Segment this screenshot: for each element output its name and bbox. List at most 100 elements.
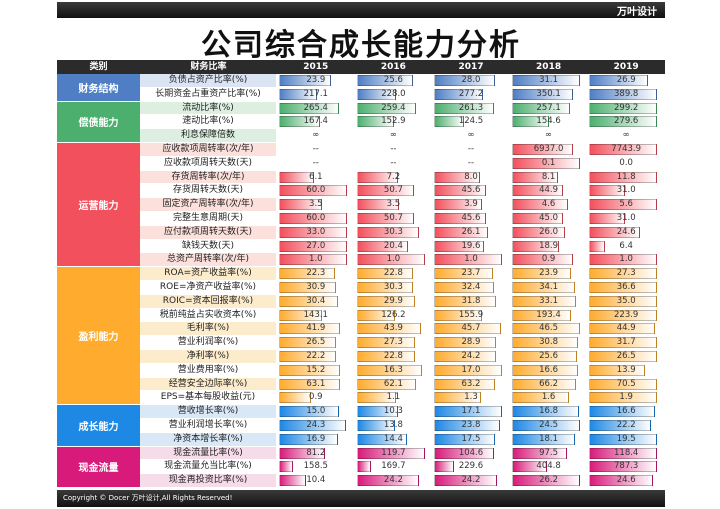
value-cell: 104.6 xyxy=(432,447,510,460)
data-bar xyxy=(356,199,400,211)
data-bar xyxy=(511,378,576,390)
header-year: 2019 xyxy=(613,62,639,72)
ratio-label: 营业利润增长率(%) xyxy=(140,418,277,432)
value-cell: 30.3 xyxy=(355,281,433,294)
table-row: 营业利润增长率(%) 24.3 13.8 23.8 24.5 22.2 xyxy=(140,418,665,433)
value-text: 16.6 xyxy=(616,406,636,417)
value-text: 22.2 xyxy=(616,419,636,430)
value-cell: 0.9 xyxy=(510,253,588,266)
value-text: 45.6 xyxy=(461,212,481,223)
ratio-label: 负债占资产比率(%) xyxy=(140,74,277,87)
data-bar xyxy=(589,350,658,362)
value-cell: 217.1 xyxy=(277,88,355,101)
value-cell: 29.9 xyxy=(355,295,433,308)
data-bar xyxy=(356,281,413,293)
value-text: 24.3 xyxy=(306,419,326,430)
value-text: 23.7 xyxy=(461,268,481,279)
table-row: 缺钱天数(天) 27.0 20.4 19.6 18.9 6.4 xyxy=(140,239,665,254)
data-bar xyxy=(511,295,577,307)
value-text: 27.3 xyxy=(383,337,403,348)
value-cell: -- xyxy=(277,157,355,170)
value-text: 22.2 xyxy=(306,350,326,361)
data-bar xyxy=(434,447,494,459)
value-cell: 299.2 xyxy=(587,102,665,115)
value-cell: 8.1 xyxy=(510,171,588,184)
data-bar xyxy=(511,171,559,183)
value-text: ∞ xyxy=(312,130,320,141)
data-bar xyxy=(589,212,625,224)
value-cell: 22.2 xyxy=(277,350,355,363)
data-bar xyxy=(434,75,496,86)
value-text: 17.5 xyxy=(461,433,481,444)
data-bar xyxy=(279,323,341,335)
category-label: 运营能力 xyxy=(57,142,140,268)
value-cell: 60.0 xyxy=(277,212,355,225)
brand-label: 万叶设计 xyxy=(617,7,657,18)
ratio-label: 现金流量允当比率(%) xyxy=(140,460,277,474)
value-text: 0.9 xyxy=(541,254,556,265)
data-bar xyxy=(356,88,397,100)
value-cell: 158.5 xyxy=(277,460,355,473)
data-bar xyxy=(589,323,656,335)
value-text: 24.2 xyxy=(461,475,481,486)
value-cell: 31.0 xyxy=(587,212,665,225)
value-text: 265.4 xyxy=(303,102,328,113)
data-bar xyxy=(279,268,335,280)
value-cell: 81.2 xyxy=(277,447,355,460)
value-text: 118.4 xyxy=(614,447,639,458)
data-bar xyxy=(511,88,573,100)
data-bar xyxy=(589,143,658,155)
value-text: -- xyxy=(390,157,397,168)
data-bar xyxy=(589,406,656,418)
value-cell: 26.5 xyxy=(277,336,355,349)
ratio-label: 经营安全边际率(%) xyxy=(140,377,277,391)
ratio-label: 应付款项周转天数(天) xyxy=(140,225,277,239)
value-cell: 45.0 xyxy=(510,212,588,225)
value-cell: 143.1 xyxy=(277,309,355,322)
value-text: 29.9 xyxy=(383,295,403,306)
ratio-label: 营业利润率(%) xyxy=(140,336,277,349)
data-bar xyxy=(434,88,483,100)
value-cell: 11.8 xyxy=(587,171,665,184)
data-bar xyxy=(279,309,323,321)
value-cell: 25.6 xyxy=(510,350,588,363)
value-cell: 15.2 xyxy=(277,364,355,377)
category-label: 盈利能力 xyxy=(57,267,140,406)
value-text: 1.3 xyxy=(464,392,478,403)
data-bar xyxy=(279,102,340,114)
value-text: 26.9 xyxy=(616,75,636,85)
value-cell: 8.0 xyxy=(432,171,510,184)
value-cell: -- xyxy=(432,157,510,170)
value-text: 279.6 xyxy=(614,116,639,127)
value-cell: 24.2 xyxy=(355,474,433,487)
data-bar xyxy=(511,392,570,404)
data-bar xyxy=(589,116,658,128)
value-text: 10.3 xyxy=(383,406,403,417)
value-cell: 19.6 xyxy=(432,240,510,253)
value-text: 27.3 xyxy=(616,268,636,279)
value-text: 26.0 xyxy=(539,226,559,237)
value-cell: 4.6 xyxy=(510,198,588,211)
header-year: 2016 xyxy=(380,62,406,72)
value-cell: 63.1 xyxy=(277,378,355,391)
data-bar xyxy=(589,171,658,183)
value-cell: 50.7 xyxy=(355,184,433,197)
table-row: 存货周转率(次/年) 6.1 7.2 8.0 8.1 11.8 xyxy=(140,170,665,185)
value-text: 1.0 xyxy=(309,254,323,265)
value-cell: 45.6 xyxy=(432,212,510,225)
value-cell: 16.3 xyxy=(355,364,433,377)
data-bar xyxy=(279,199,322,211)
data-bar xyxy=(279,75,332,86)
value-cell: 26.9 xyxy=(587,74,665,87)
data-bar xyxy=(511,281,576,293)
data-bar xyxy=(279,226,347,238)
data-bar xyxy=(279,461,293,473)
data-bar xyxy=(589,475,654,487)
data-bar xyxy=(279,171,315,183)
value-text: 31.1 xyxy=(539,75,559,85)
value-cell: 17.0 xyxy=(432,364,510,377)
value-text: 25.6 xyxy=(383,75,403,85)
value-text: 60.0 xyxy=(306,185,326,196)
value-cell: 26.1 xyxy=(432,226,510,239)
value-cell: 261.3 xyxy=(432,102,510,115)
